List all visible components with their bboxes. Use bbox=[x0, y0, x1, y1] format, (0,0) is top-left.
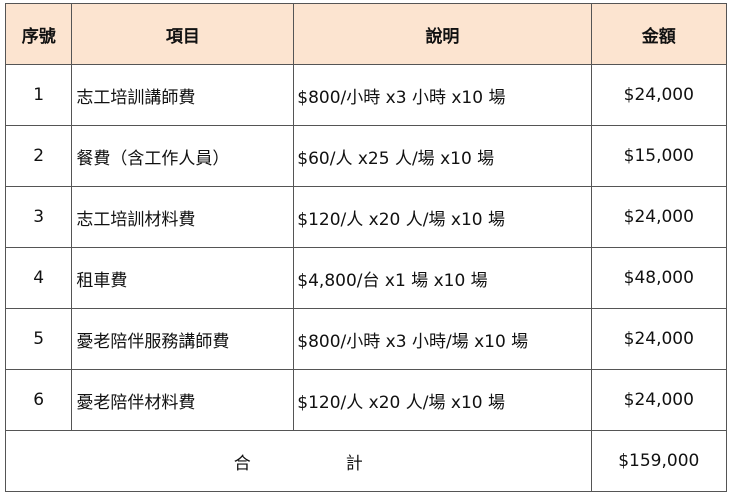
row-amount: $24,000 bbox=[590, 64, 728, 126]
row-desc: $60/人 x25 人/場 x10 場 bbox=[293, 125, 592, 187]
row-amount: $24,000 bbox=[590, 186, 728, 248]
total-amount: $159,000 bbox=[590, 430, 728, 492]
row-item: 憂老陪伴材料費 bbox=[71, 369, 295, 431]
row-no: 6 bbox=[4, 369, 73, 431]
header-item: 項目 bbox=[71, 3, 295, 65]
row-no: 4 bbox=[4, 247, 73, 309]
table-row: 1 志工培訓講師費 $800/小時 x3 小時 x10 場 $24,000 bbox=[4, 64, 728, 126]
row-item: 志工培訓材料費 bbox=[71, 186, 295, 248]
row-amount: $24,000 bbox=[590, 369, 728, 431]
row-item: 憂老陪伴服務講師費 bbox=[71, 308, 295, 370]
header-no: 序號 bbox=[4, 3, 73, 65]
row-no: 3 bbox=[4, 186, 73, 248]
table-row: 6 憂老陪伴材料費 $120/人 x20 人/場 x10 場 $24,000 bbox=[4, 369, 728, 431]
row-desc: $4,800/台 x1 場 x10 場 bbox=[293, 247, 592, 309]
budget-table: 序號 項目 說明 金額 1 志工培訓講師費 $800/小時 x3 小時 x10 場 $… bbox=[4, 3, 728, 492]
table-row: 2 餐費（含工作人員） $60/人 x25 人/場 x10 場 $15,000 bbox=[4, 125, 728, 187]
row-no: 5 bbox=[4, 308, 73, 370]
row-amount: $15,000 bbox=[590, 125, 728, 187]
row-item: 志工培訓講師費 bbox=[71, 64, 295, 126]
row-desc: $800/小時 x3 小時/場 x10 場 bbox=[293, 308, 592, 370]
table-row: 5 憂老陪伴服務講師費 $800/小時 x3 小時/場 x10 場 $24,000 bbox=[4, 308, 728, 370]
row-desc: $120/人 x20 人/場 x10 場 bbox=[293, 369, 592, 431]
row-amount: $48,000 bbox=[590, 247, 728, 309]
row-item: 餐費（含工作人員） bbox=[71, 125, 295, 187]
row-item: 租車費 bbox=[71, 247, 295, 309]
total-row: 合 計 $159,000 bbox=[5, 430, 728, 492]
row-desc: $120/人 x20 人/場 x10 場 bbox=[293, 186, 592, 248]
row-no: 1 bbox=[4, 64, 73, 126]
header-row: 序號 項目 說明 金額 bbox=[4, 3, 728, 65]
row-desc: $800/小時 x3 小時 x10 場 bbox=[293, 64, 592, 126]
header-amount: 金額 bbox=[590, 3, 728, 65]
row-no: 2 bbox=[4, 125, 73, 187]
table-row: 4 租車費 $4,800/台 x1 場 x10 場 $48,000 bbox=[4, 247, 728, 309]
table-row: 3 志工培訓材料費 $120/人 x20 人/場 x10 場 $24,000 bbox=[4, 186, 728, 248]
total-label-1: 合 bbox=[233, 453, 251, 474]
total-label-2: 計 bbox=[345, 453, 363, 474]
header-desc: 說明 bbox=[293, 3, 592, 65]
row-amount: $24,000 bbox=[590, 308, 728, 370]
